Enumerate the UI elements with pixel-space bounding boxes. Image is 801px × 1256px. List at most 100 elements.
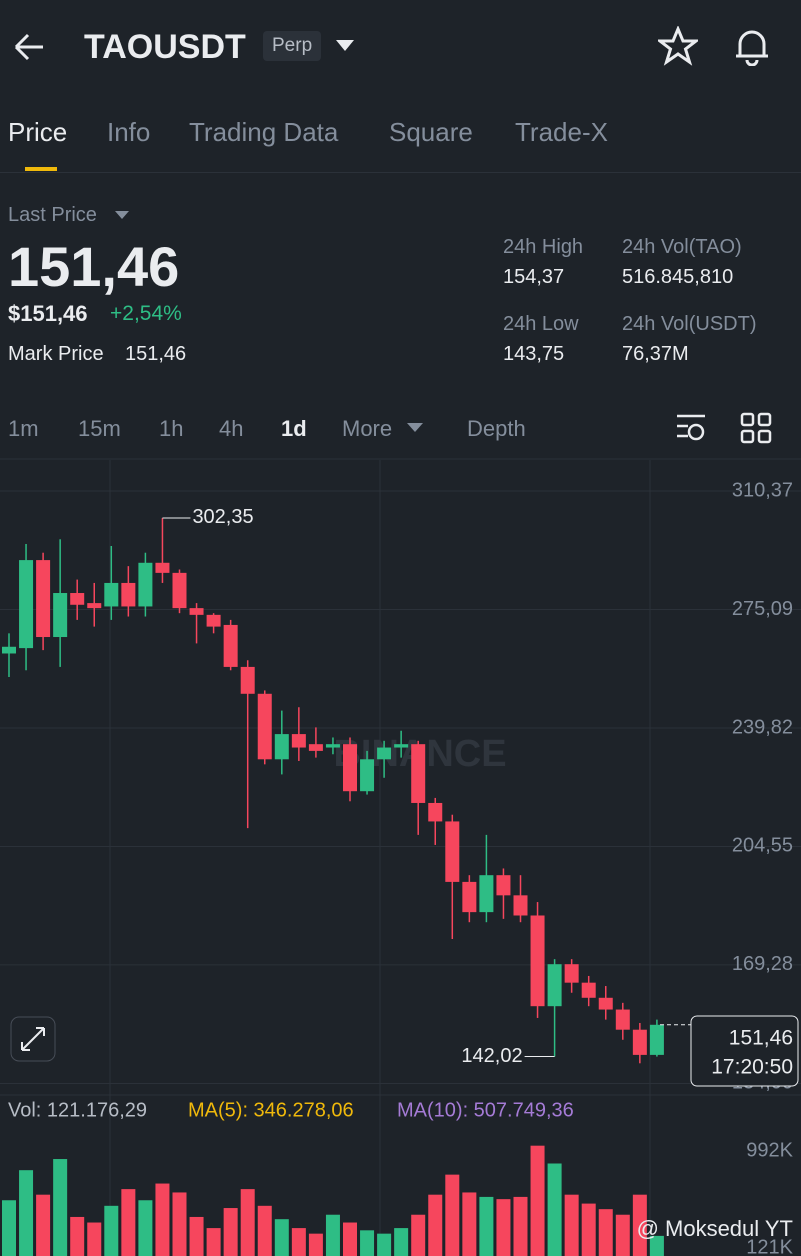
tab[interactable]: Trading Data [189, 117, 339, 147]
volume-bar [87, 1222, 102, 1256]
candle-body [155, 562, 170, 573]
credit: @ Moksedul YT [637, 1216, 793, 1241]
volume-bar [581, 1203, 596, 1256]
volume-bar [138, 1200, 153, 1256]
tab-indicator [25, 167, 57, 171]
high-marker: 302,35 [192, 506, 253, 528]
volume-bar [2, 1200, 16, 1256]
candle-body [104, 582, 119, 607]
stat-label: 24h Vol(USDT) [622, 313, 757, 335]
candle-body [530, 915, 545, 1007]
candle-body [343, 744, 357, 792]
back-icon[interactable] [12, 30, 46, 64]
candle-body [206, 614, 221, 627]
stat-value: 143,75 [503, 343, 565, 365]
volume-bar [206, 1228, 221, 1256]
interval[interactable]: 1d [281, 416, 307, 441]
expand-button[interactable] [10, 1016, 56, 1062]
vol-tick-label: 121K [746, 1236, 793, 1256]
caret [115, 211, 129, 219]
volume-bar [121, 1189, 136, 1256]
volume-bar [479, 1196, 494, 1256]
candle-body [257, 693, 272, 760]
tab[interactable]: Info [107, 117, 151, 147]
candle-body [19, 560, 34, 649]
interval[interactable]: Depth [467, 416, 526, 441]
interval[interactable]: More [342, 416, 393, 441]
candle-body [240, 666, 255, 694]
y-tick-label: 275,09 [732, 598, 793, 620]
star-icon[interactable] [658, 26, 698, 66]
vol-legend: MA(10): 507.749,36 [397, 1099, 574, 1121]
vol-legend: Vol: 121.176,29 [8, 1099, 147, 1121]
candle-body [291, 734, 306, 748]
volume-bar [394, 1228, 409, 1256]
volume-bar [564, 1194, 579, 1256]
candle-body [2, 646, 16, 654]
candle-body [121, 582, 136, 607]
change: +2,54% [110, 302, 182, 325]
interval[interactable]: 15m [78, 416, 121, 441]
volume-bar [598, 1209, 613, 1256]
pair[interactable]: TAOUSDT [84, 28, 246, 66]
y-tick-label: 204,55 [732, 835, 793, 857]
candle-body [411, 744, 426, 803]
candle-body [547, 964, 562, 1007]
candle-body [581, 982, 596, 998]
volume-bar [462, 1192, 477, 1256]
volume-bar [223, 1208, 238, 1256]
tab[interactable]: Trade-X [515, 117, 608, 147]
volume-bar [649, 1235, 664, 1256]
candle-body [36, 560, 51, 638]
y-tick-label: 169,28 [732, 953, 793, 975]
mark-label: Mark Price [8, 343, 104, 365]
volume-bar [274, 1219, 289, 1256]
perp-badge: Perp [263, 31, 322, 61]
bell-icon[interactable] [732, 26, 772, 66]
interval[interactable]: 4h [219, 416, 244, 441]
volume-bar [240, 1189, 255, 1256]
interval[interactable]: 1h [159, 416, 184, 441]
settings-icon[interactable] [674, 412, 708, 444]
layout-icon[interactable] [740, 412, 772, 444]
candle-body [496, 875, 511, 896]
stat-value: 516.845,810 [622, 266, 734, 288]
volume-bar [172, 1192, 187, 1256]
candle-body [445, 821, 460, 882]
volume-bar [360, 1230, 375, 1256]
volume-bar [530, 1145, 545, 1256]
candle-body [428, 802, 443, 822]
mark-price: 151,46 [125, 343, 187, 365]
stat-value: 76,37M [622, 343, 689, 365]
current-price-box [690, 1015, 799, 1087]
candle-body [598, 997, 613, 1010]
candle-body [223, 624, 238, 667]
vol-legend: MA(5): 346.278,06 [188, 1099, 354, 1121]
candle-body [53, 593, 68, 638]
usd-price: $151,46 [8, 301, 88, 326]
vol-tick-label: 992K [746, 1139, 793, 1161]
last-price: 151,46 [8, 235, 180, 298]
candle-body [325, 744, 340, 748]
current-price: 151,46 [729, 1027, 793, 1050]
tab[interactable]: Price [8, 117, 68, 147]
volume-bar [343, 1222, 357, 1256]
tab[interactable]: Square [389, 117, 473, 147]
volume-bar [377, 1233, 392, 1256]
volume-bar [308, 1233, 323, 1256]
volume-bar [428, 1194, 443, 1256]
candle-body [462, 881, 477, 913]
stat-label: 24h Low [503, 313, 579, 335]
candle-body [308, 744, 323, 751]
volume-bar [615, 1214, 630, 1256]
y-tick-label: 310,37 [732, 479, 793, 501]
last-price-label: Last Price [8, 204, 97, 226]
dropdown[interactable] [334, 38, 356, 54]
volume-bar [291, 1228, 306, 1256]
candle-body [564, 964, 579, 983]
interval[interactable]: 1m [8, 416, 39, 441]
candle-body [70, 593, 85, 605]
y-tick-label: 239,82 [732, 716, 793, 738]
candle-body [189, 608, 204, 615]
